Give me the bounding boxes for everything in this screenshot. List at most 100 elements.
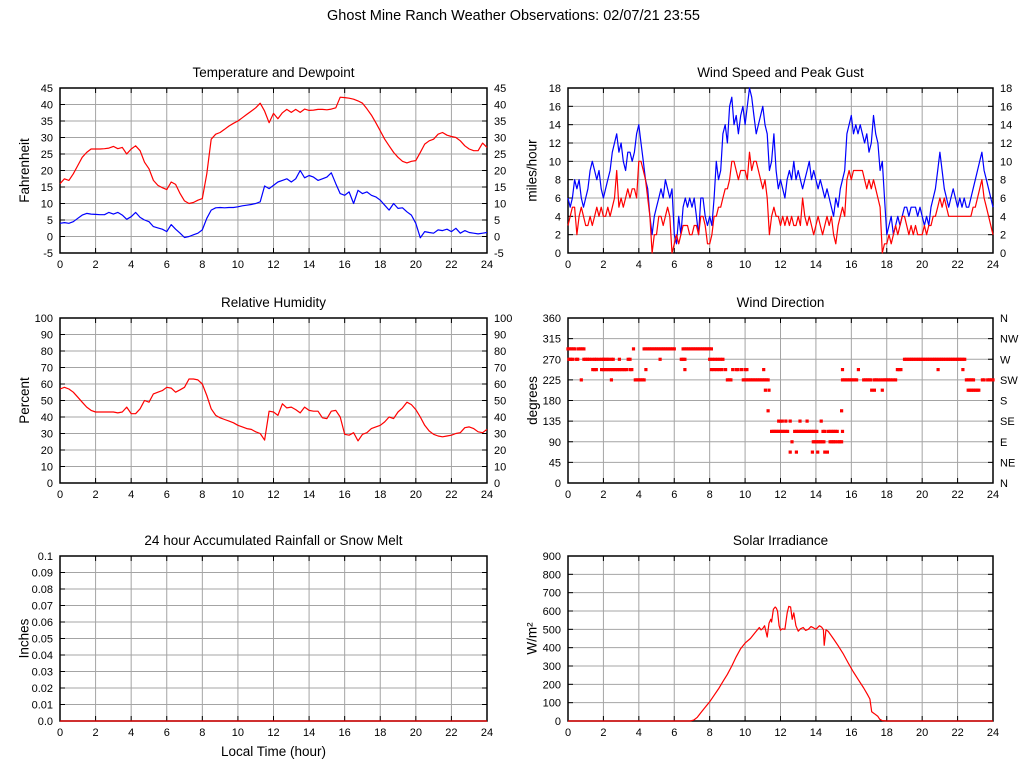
tick-labels: 0 2 4 6 8 10 12 14 16 18 20 22 240100200300400500600… bbox=[543, 551, 999, 739]
svg-text:20: 20 bbox=[494, 166, 506, 178]
svg-text:14: 14 bbox=[303, 727, 315, 739]
svg-text:20: 20 bbox=[410, 259, 422, 271]
grid-lines bbox=[567, 87, 994, 254]
svg-text:14: 14 bbox=[810, 727, 822, 739]
svg-text:18: 18 bbox=[374, 489, 386, 501]
svg-text:315: 315 bbox=[543, 334, 561, 346]
svg-text:0: 0 bbox=[47, 478, 53, 490]
svg-text:6: 6 bbox=[164, 259, 170, 271]
svg-text:80: 80 bbox=[41, 346, 53, 358]
svg-text:0: 0 bbox=[555, 248, 561, 260]
svg-text:35: 35 bbox=[494, 116, 506, 128]
svg-text:12: 12 bbox=[267, 489, 279, 501]
svg-text:225: 225 bbox=[543, 375, 561, 387]
svg-text:10: 10 bbox=[494, 462, 506, 474]
svg-text:0: 0 bbox=[565, 727, 571, 739]
svg-text:60: 60 bbox=[41, 379, 53, 391]
chart-title-wind-speed-gust: Wind Speed and Peak Gust bbox=[697, 65, 864, 80]
svg-text:700: 700 bbox=[543, 588, 561, 600]
svg-text:18: 18 bbox=[881, 259, 893, 271]
svg-text:10: 10 bbox=[739, 727, 751, 739]
svg-text:60: 60 bbox=[494, 379, 506, 391]
svg-text:22: 22 bbox=[951, 727, 963, 739]
svg-text:4: 4 bbox=[128, 489, 134, 501]
svg-text:24: 24 bbox=[987, 727, 999, 739]
svg-text:90: 90 bbox=[549, 437, 561, 449]
svg-text:E: E bbox=[1000, 437, 1007, 449]
svg-text:100: 100 bbox=[543, 698, 561, 710]
svg-text:8: 8 bbox=[707, 727, 713, 739]
svg-text:18: 18 bbox=[374, 259, 386, 271]
svg-text:300: 300 bbox=[543, 661, 561, 673]
grid-lines bbox=[567, 317, 994, 484]
svg-text:10: 10 bbox=[232, 259, 244, 271]
svg-text:NW: NW bbox=[1000, 334, 1019, 346]
svg-text:0: 0 bbox=[555, 478, 561, 490]
svg-text:6: 6 bbox=[1000, 193, 1006, 205]
svg-text:SE: SE bbox=[1000, 416, 1015, 428]
svg-text:N: N bbox=[1000, 478, 1008, 490]
svg-text:20: 20 bbox=[41, 166, 53, 178]
svg-text:45: 45 bbox=[549, 457, 561, 469]
svg-text:0.1: 0.1 bbox=[38, 551, 53, 563]
svg-text:-5: -5 bbox=[43, 248, 53, 260]
svg-text:14: 14 bbox=[303, 259, 315, 271]
svg-text:24: 24 bbox=[481, 259, 493, 271]
svg-text:0.01: 0.01 bbox=[32, 700, 53, 712]
svg-text:0: 0 bbox=[565, 259, 571, 271]
svg-text:2: 2 bbox=[93, 489, 99, 501]
svg-text:70: 70 bbox=[494, 363, 506, 375]
svg-text:30: 30 bbox=[494, 429, 506, 441]
svg-text:10: 10 bbox=[549, 156, 561, 168]
svg-text:14: 14 bbox=[810, 259, 822, 271]
svg-text:50: 50 bbox=[494, 396, 506, 408]
svg-text:100: 100 bbox=[35, 313, 53, 325]
svg-text:10: 10 bbox=[739, 489, 751, 501]
svg-text:200: 200 bbox=[543, 679, 561, 691]
svg-text:20: 20 bbox=[916, 727, 928, 739]
svg-text:15: 15 bbox=[494, 182, 506, 194]
tick-marks bbox=[59, 317, 488, 484]
svg-text:12: 12 bbox=[1000, 138, 1012, 150]
svg-text:NE: NE bbox=[1000, 457, 1015, 469]
svg-text:22: 22 bbox=[445, 727, 457, 739]
svg-text:20: 20 bbox=[41, 445, 53, 457]
svg-text:0.0: 0.0 bbox=[38, 716, 53, 728]
svg-text:2: 2 bbox=[93, 727, 99, 739]
svg-text:18: 18 bbox=[1000, 83, 1012, 95]
svg-text:16: 16 bbox=[339, 489, 351, 501]
svg-text:20: 20 bbox=[916, 259, 928, 271]
svg-text:22: 22 bbox=[951, 259, 963, 271]
svg-text:10: 10 bbox=[494, 199, 506, 211]
svg-text:0.04: 0.04 bbox=[32, 650, 53, 662]
svg-text:14: 14 bbox=[1000, 120, 1012, 132]
svg-text:2: 2 bbox=[1000, 230, 1006, 242]
svg-text:25: 25 bbox=[494, 149, 506, 161]
svg-text:16: 16 bbox=[845, 727, 857, 739]
svg-text:4: 4 bbox=[1000, 211, 1006, 223]
svg-text:16: 16 bbox=[339, 259, 351, 271]
svg-text:30: 30 bbox=[494, 133, 506, 145]
svg-text:25: 25 bbox=[41, 149, 53, 161]
svg-text:8: 8 bbox=[199, 259, 205, 271]
series-dewpoint bbox=[59, 169, 488, 239]
tick-marks bbox=[567, 317, 994, 484]
x-axis-label-local-time: Local Time (hour) bbox=[220, 744, 327, 759]
svg-text:14: 14 bbox=[810, 489, 822, 501]
svg-text:6: 6 bbox=[555, 193, 561, 205]
svg-text:0.08: 0.08 bbox=[32, 584, 53, 596]
svg-text:800: 800 bbox=[543, 569, 561, 581]
svg-text:24: 24 bbox=[987, 489, 999, 501]
chart-plot-rainfall: 0 2 4 6 8 10 12 14 16 18 20 22 240.00.010.020.030.04… bbox=[32, 551, 494, 739]
svg-text:6: 6 bbox=[164, 489, 170, 501]
svg-text:8: 8 bbox=[707, 259, 713, 271]
page-title: Ghost Mine Ranch Weather Observations: 0… bbox=[327, 8, 700, 24]
svg-text:0: 0 bbox=[494, 232, 500, 244]
svg-text:2: 2 bbox=[600, 489, 606, 501]
svg-text:15: 15 bbox=[41, 182, 53, 194]
svg-text:40: 40 bbox=[41, 100, 53, 112]
svg-text:6: 6 bbox=[164, 727, 170, 739]
